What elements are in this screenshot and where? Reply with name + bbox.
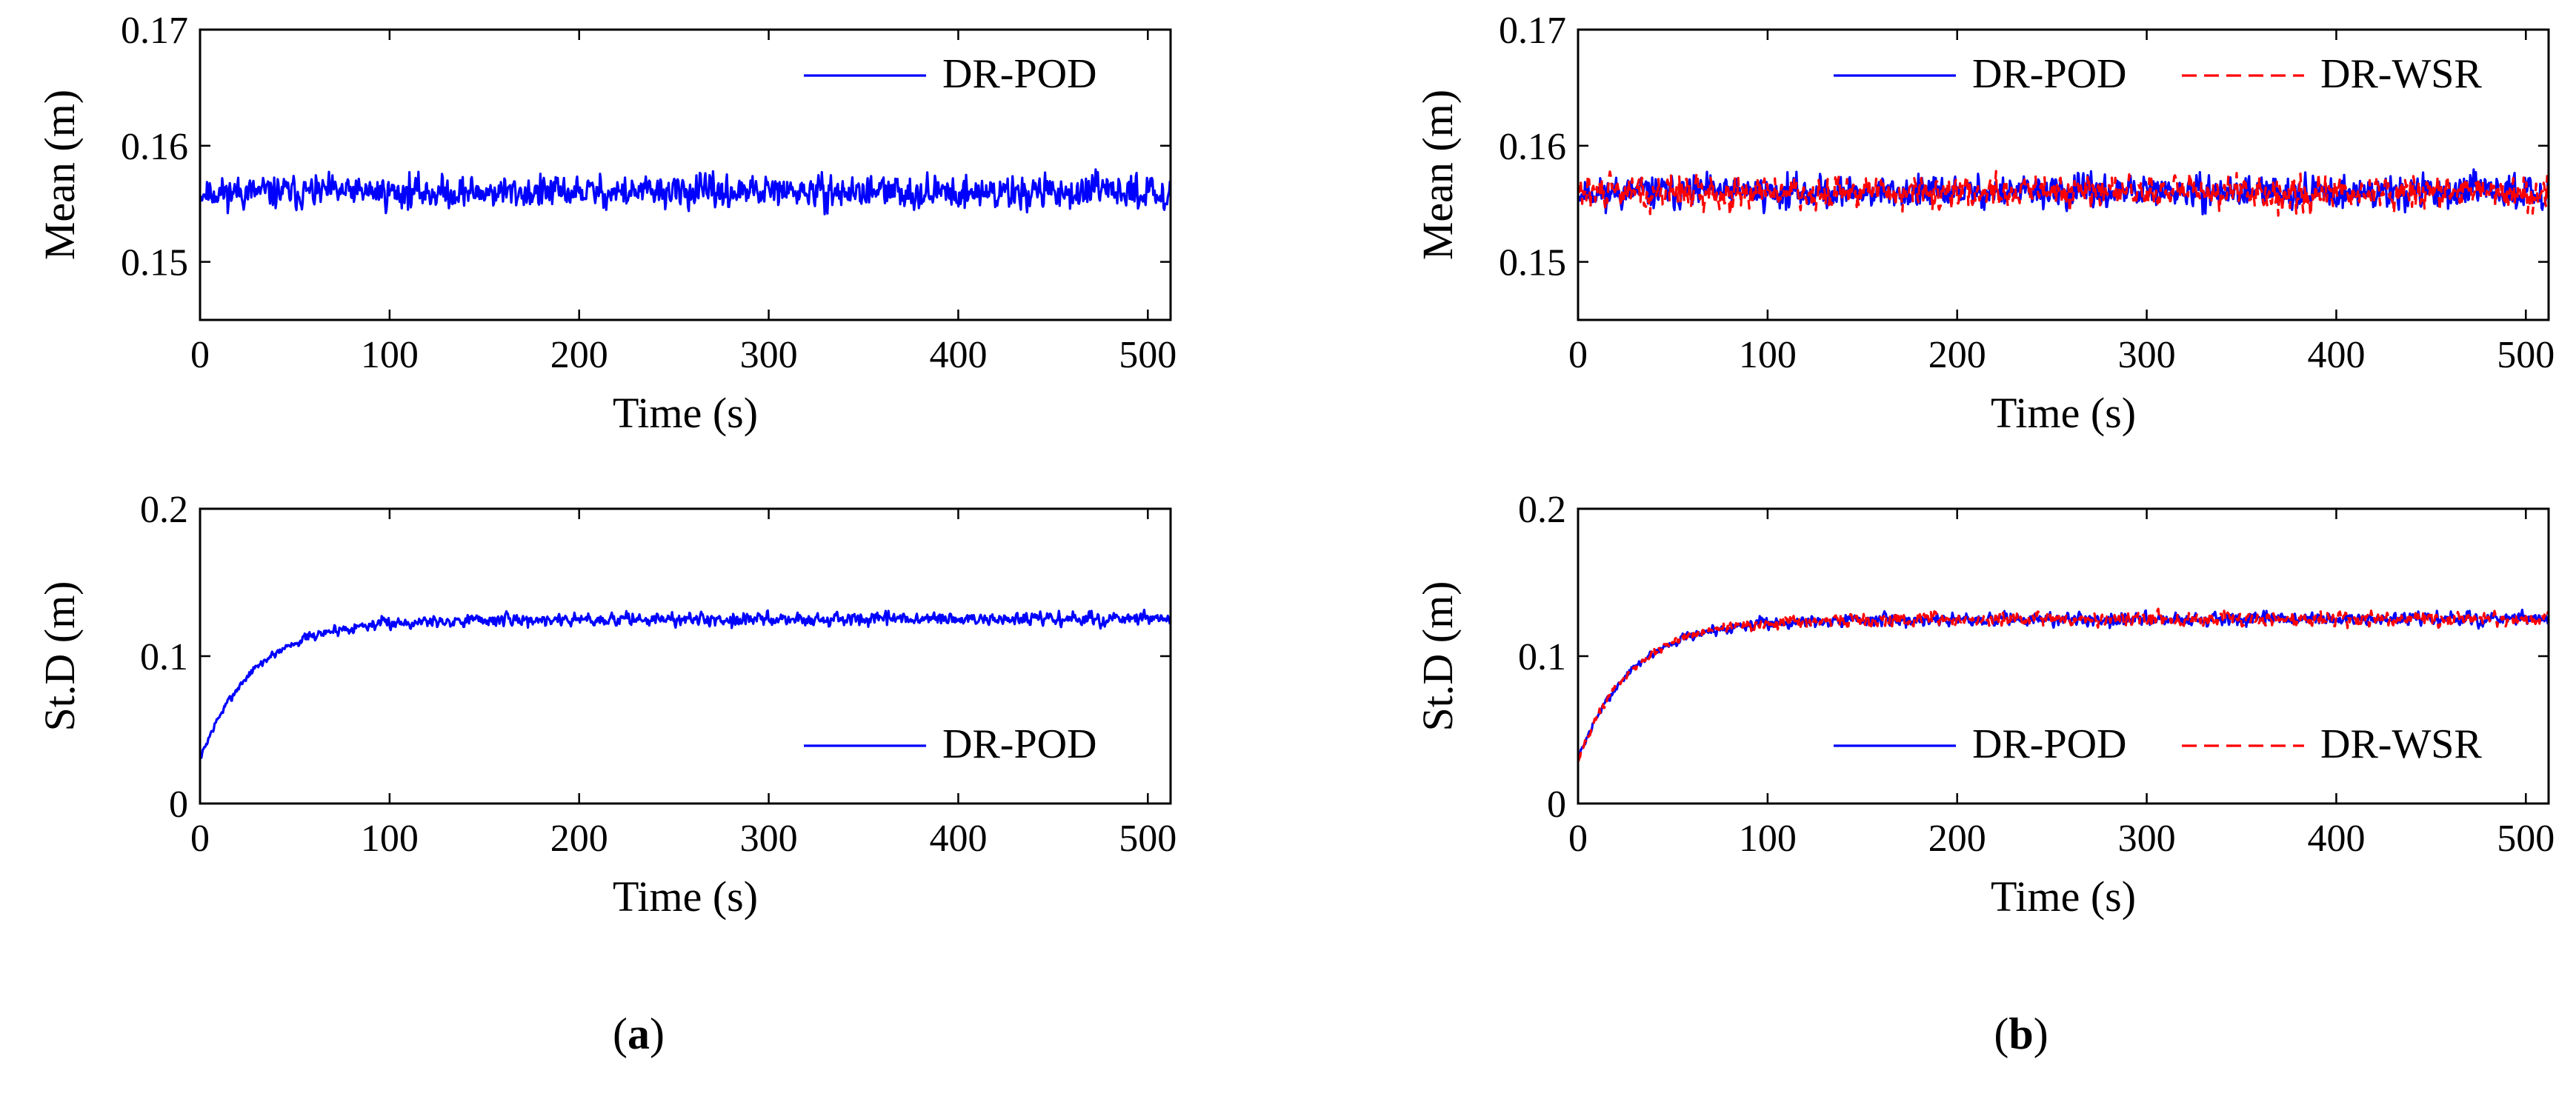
x-tick-label: 100	[1739, 818, 1797, 860]
y-tick-label: 0.15	[121, 242, 188, 284]
series-group	[200, 608, 1171, 759]
y-axis-label: St.D (m)	[1414, 581, 1462, 732]
legend-label-dr-pod: DR-POD	[942, 721, 1096, 767]
y-tick-label: 0.15	[1499, 242, 1566, 284]
series-line-dr-wsr	[1578, 170, 2549, 217]
x-tick-label: 400	[929, 818, 987, 860]
y-tick-label: 0.2	[140, 489, 188, 531]
legend: DR-POD	[804, 721, 1096, 767]
axes-box	[1577, 28, 2550, 321]
y-tick-label: 0.16	[1499, 126, 1566, 168]
series-line-dr-wsr	[1578, 607, 2549, 763]
x-tick-label: 500	[1119, 334, 1176, 376]
caption-a-letter: a	[628, 1009, 650, 1058]
x-tick-label: 400	[2307, 334, 2365, 376]
series-group	[1578, 168, 2549, 217]
legend-label-dr-wsr: DR-WSR	[2320, 51, 2482, 97]
x-tick-label: 200	[1928, 334, 1986, 376]
y-axis-label: Mean (m)	[36, 90, 84, 260]
y-axis-label: St.D (m)	[36, 581, 84, 732]
series-group	[200, 168, 1171, 216]
caption-a: (a)	[613, 1009, 665, 1058]
x-tick-label: 500	[1119, 818, 1176, 860]
x-tick-label: 200	[550, 818, 608, 860]
chart-a-top: 0 100 200 300 400 500 0.15 0.16 0.17 Time (s) Mean…	[36, 10, 1176, 437]
x-tick-label: 0	[190, 818, 210, 860]
axes-box	[199, 28, 1172, 321]
x-tick-label: 500	[2497, 818, 2555, 860]
x-tick-label: 0	[1568, 818, 1588, 860]
x-tick-label: 400	[929, 334, 987, 376]
x-tick-label: 300	[740, 334, 798, 376]
x-tick-label: 400	[2307, 818, 2365, 860]
legend: DR-POD DR-WSR	[1834, 51, 2482, 97]
x-axis-label: Time (s)	[1991, 872, 2136, 921]
y-tick-label: 0.16	[121, 126, 188, 168]
x-tick-label: 100	[361, 818, 419, 860]
legend-label-dr-pod: DR-POD	[942, 51, 1096, 97]
legend-label-dr-pod: DR-POD	[1972, 721, 2126, 767]
y-tick-label: 0	[1547, 784, 1566, 826]
legend: DR-POD DR-WSR	[1834, 721, 2482, 767]
y-tick-label: 0	[169, 784, 188, 826]
x-tick-label: 500	[2497, 334, 2555, 376]
x-tick-label: 200	[550, 334, 608, 376]
series-line-dr-pod	[1578, 608, 2549, 759]
captions: (a) (b)	[613, 1009, 2049, 1058]
y-tick-label: 0.17	[121, 10, 188, 52]
chart-b-top: 0 100 200 300 400 500 0.15 0.16 0.17 Time (s) Mean…	[1414, 10, 2555, 437]
series-line-dr-pod	[200, 168, 1171, 216]
y-tick-label: 0.17	[1499, 10, 1566, 52]
panels: 0 100 200 300 400 500 0.15 0.16 0.17 Time (s) Mean…	[36, 10, 2555, 921]
x-tick-label: 200	[1928, 818, 1986, 860]
legend-label-dr-wsr: DR-WSR	[2320, 721, 2482, 767]
x-tick-label: 300	[2118, 334, 2176, 376]
y-tick-label: 0.2	[1518, 489, 1566, 531]
x-tick-label: 100	[361, 334, 419, 376]
y-axis-label: Mean (m)	[1414, 90, 1462, 260]
legend: DR-POD	[804, 51, 1096, 97]
chart-a-bottom: 0 100 200 300 400 500 0 0.1 0.2 Time (s) St.D (m) D…	[36, 489, 1176, 921]
y-tick-label: 0.1	[1518, 636, 1566, 678]
chart-b-bottom: 0 100 200 300 400 500 0 0.1 0.2 Time (s) St.D (m) D…	[1414, 489, 2555, 921]
x-axis-label: Time (s)	[1991, 389, 2136, 437]
legend-label-dr-pod: DR-POD	[1972, 51, 2126, 97]
x-tick-label: 300	[2118, 818, 2176, 860]
x-axis-label: Time (s)	[613, 389, 758, 437]
x-axis-label: Time (s)	[613, 872, 758, 921]
x-tick-label: 0	[1568, 334, 1588, 376]
caption-b: (b)	[1994, 1009, 2048, 1058]
x-tick-label: 100	[1739, 334, 1797, 376]
x-tick-label: 300	[740, 818, 798, 860]
x-tick-label: 0	[190, 334, 210, 376]
y-tick-label: 0.1	[140, 636, 188, 678]
series-line-dr-pod	[200, 608, 1171, 759]
caption-b-letter: b	[2008, 1009, 2033, 1058]
series-group	[1578, 607, 2549, 763]
